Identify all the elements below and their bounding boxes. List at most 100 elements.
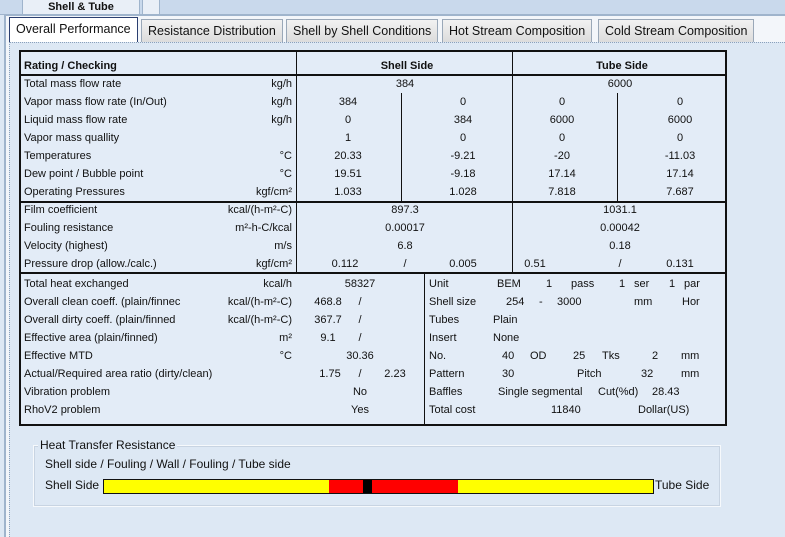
geometry-value: 32 [641,368,654,380]
row-label: Overall clean coeff. (plain/finnec [24,296,181,308]
row-unit: kg/h [271,114,292,126]
tab-extra[interactable] [142,0,160,15]
geometry-value: mm [681,350,700,362]
row-label: Dew point / Bubble point [24,168,144,180]
shell-value: 897.3 [391,204,419,216]
tab-resistance-distribution[interactable]: Resistance Distribution [141,19,283,42]
header-divider [19,74,727,76]
tab-shell-tube[interactable]: Shell & Tube [22,0,140,15]
shell-in-value: 1.033 [334,186,362,198]
geometry-value: 30 [502,368,515,380]
geometry-value: Dollar(US) [638,404,690,416]
geometry-value: OD [530,350,547,362]
geometry-label: Unit [429,278,449,290]
column-divider [424,273,425,426]
row-unit: °C [279,168,292,180]
shell-value: 0.005 [449,258,477,270]
tab-hot-stream[interactable]: Hot Stream Composition [442,19,593,42]
geometry-value: - [539,296,543,308]
geometry-value: BEM [497,278,521,290]
geometry-value: 28.43 [652,386,680,398]
geometry-label: Pattern [429,368,465,380]
shell-value: 6.8 [397,240,413,252]
tube-value: 0.51 [524,258,546,270]
tube-value: 6000 [607,78,633,90]
column-divider [296,50,297,273]
row-label: Effective MTD [24,350,93,362]
geometry-value: 11840 [551,404,581,416]
tube-in-value: 0 [558,96,566,108]
row-label: Actual/Required area ratio (dirty/clean) [24,368,213,380]
geometry-value: Cut(%d) [598,386,639,398]
shell-out-value: 1.028 [449,186,477,198]
geometry-value: Pitch [577,368,602,380]
results-table [19,50,727,426]
group-title: Heat Transfer Resistance [38,438,178,452]
tube-value: 0.00042 [600,222,640,234]
row-label: Vapor mass flow rate (In/Out) [24,96,167,108]
row-label: Operating Pressures [24,186,125,198]
geometry-value: 40 [502,350,515,362]
row-unit: m²-h-C/kcal [235,222,292,234]
row-label: Total mass flow rate [24,78,122,90]
tube-out-value: 17.14 [666,168,694,180]
geometry-value: ser [634,278,650,290]
tube-value: 0.131 [666,258,694,270]
row-unit: kcal/(h-m²-C) [227,204,292,216]
shell-in-value: 384 [338,96,358,108]
row-label: Film coefficient [24,204,98,216]
geometry-label: Total cost [429,404,476,416]
shell-in-value: 0 [344,114,352,126]
row-label: Velocity (highest) [24,240,108,252]
in-out-divider [617,93,618,201]
tab-overall-performance[interactable]: Overall Performance [9,17,138,43]
shell-value: / [403,258,407,270]
shell-value: 0.112 [331,258,359,270]
tab-cold-stream[interactable]: Cold Stream Composition [598,19,755,42]
overall-value: 30.36 [346,350,374,362]
row-unit: °C [279,150,292,162]
geometry-value: Tks [602,350,620,362]
geometry-value: 254 [506,296,525,308]
shell-in-value: 19.51 [334,168,362,180]
geometry-value: None [493,332,520,344]
tube-out-value: 7.687 [666,186,694,198]
tube-side-header: Tube Side [596,60,648,72]
overall-value: 1.75 [319,368,341,380]
row-unit: kcal/h [263,278,292,290]
tube-in-value: 7.818 [548,186,576,198]
row-unit: kg/h [271,78,292,90]
tube-value: 0.18 [609,240,631,252]
top-tab-strip [0,0,785,15]
geometry-value: 3000 [557,296,582,308]
geometry-value: pass [571,278,595,290]
row-label: Vibration problem [24,386,111,398]
row-unit: kg/h [271,96,292,108]
tube-in-value: 0 [558,132,566,144]
tube-value: / [618,258,622,270]
tab-shell-by-shell[interactable]: Shell by Shell Conditions [286,19,439,42]
segment-shell-side [104,480,329,493]
shell-side-header: Shell Side [380,60,434,72]
shell-out-value: 384 [453,114,473,126]
segment-shell-fouling [328,480,363,493]
overall-value: No [352,386,368,398]
overall-value: Yes [351,404,369,416]
geometry-value: 1 [546,278,553,290]
geometry-label: Baffles [429,386,463,398]
geometry-label: Tubes [429,314,460,326]
geometry-value: 25 [573,350,586,362]
shell-out-value: -9.18 [450,168,476,180]
row-unit: kcal/(h-m²-C) [227,296,292,308]
overall-value: 2.23 [384,368,406,380]
row-label: Temperatures [24,150,92,162]
in-out-divider [401,93,402,201]
overall-value: / [358,314,362,326]
row-label: Liquid mass flow rate [24,114,128,126]
shell-in-value: 20.33 [334,150,362,162]
geometry-label: Shell size [429,296,477,308]
shell-in-value: 1 [344,132,352,144]
resistance-bar [103,479,654,494]
row-unit: m/s [274,240,292,252]
segment-tube-fouling [372,480,458,493]
